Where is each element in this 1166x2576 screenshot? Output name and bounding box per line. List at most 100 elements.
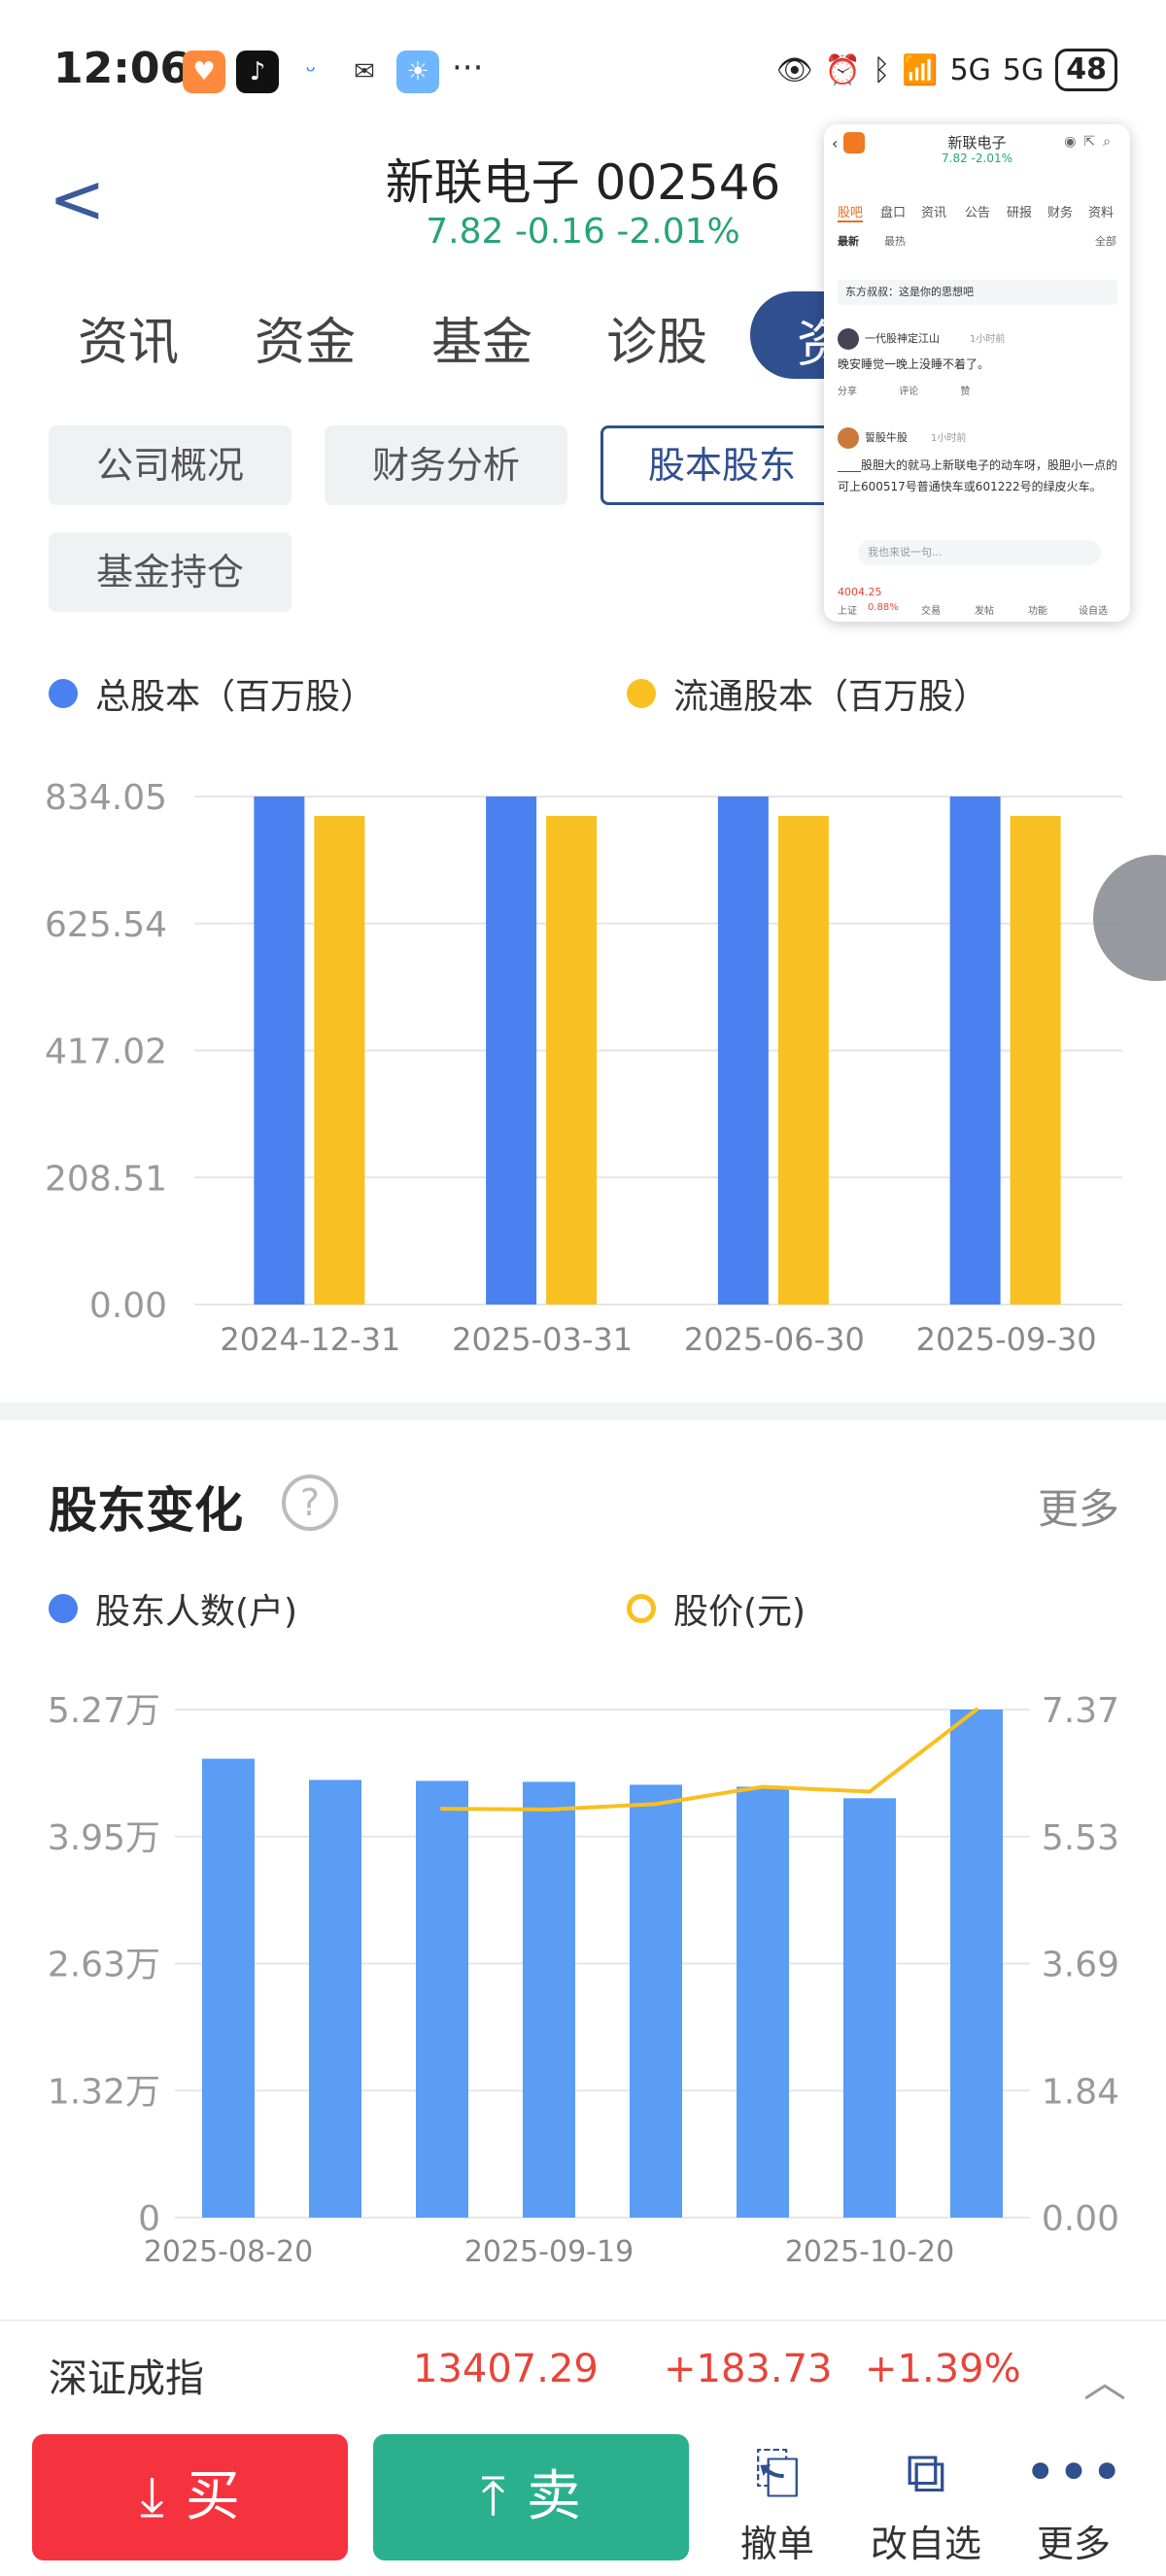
bar-float-shares <box>314 816 365 1305</box>
more-link[interactable]: 更多 <box>1037 1485 1119 1533</box>
left-tick-label: 0 <box>138 2199 160 2239</box>
pip-avatar <box>838 427 859 449</box>
pip-bottom-item[interactable]: 交易 <box>921 606 941 617</box>
bar-shareholders <box>843 1798 896 2218</box>
left-tick-label: 3.95万 <box>48 1818 160 1858</box>
pip-comment-input[interactable]: 我也来说一句... <box>858 540 1101 565</box>
app-notification-icon: ♥ <box>183 51 225 93</box>
x-tick-label: 2025-10-20 <box>785 2235 954 2269</box>
signal-5g-icon: 5G <box>949 52 991 87</box>
floating-app-window[interactable]: ‹ 新联电子 7.82 -2.01% ◉⇱⌕ 股吧 盘口 资讯 公告 研报 财务… <box>824 124 1130 622</box>
legend-label: 股价(元) <box>673 1592 806 1632</box>
price-point <box>654 1802 658 1807</box>
subtab-shares[interactable]: 股本股东 <box>600 425 843 505</box>
bluetooth-icon: ᛒ <box>873 52 891 87</box>
pip-tab[interactable]: 公告 <box>965 206 991 220</box>
pip-post-time: 1小时前 <box>970 334 1006 345</box>
cancel-order-button[interactable]: ⎗ 撤单 <box>714 2438 840 2567</box>
cancel-order-icon: ⎗ <box>754 2439 801 2505</box>
buy-label: 买 <box>185 2465 240 2528</box>
sell-label: 卖 <box>526 2465 581 2528</box>
pip-bottom-item[interactable]: 功能 <box>1028 606 1047 617</box>
pip-price: 7.82 -2.01% <box>942 152 1012 165</box>
pip-header-icons: ◉⇱⌕ <box>1064 134 1118 150</box>
wechat-icon: ✉ <box>343 51 386 93</box>
pip-like[interactable]: 赞 <box>960 387 971 397</box>
index-name: 深证成指 <box>49 2356 204 2401</box>
pip-post-actions[interactable]: 分享 评论 赞 <box>838 383 970 397</box>
pip-post-text: ____股胆大的就马上新联电子的动车呀，股胆小一点的可上600517号普通快车或… <box>838 458 1118 493</box>
y-tick-label: 834.05 <box>45 778 167 818</box>
bar-shareholders <box>202 1758 255 2218</box>
chevron-up-icon[interactable]: ︿ <box>1083 2357 1126 2407</box>
tab-funds[interactable]: 资金 <box>255 314 357 372</box>
price-point <box>761 1784 765 1789</box>
subtab-finance[interactable]: 财务分析 <box>325 425 567 505</box>
pip-share[interactable]: 分享 <box>838 387 857 397</box>
x-tick-label: 2025-08-20 <box>144 2235 313 2269</box>
legend-total-shares: 总股本（百万股） <box>49 668 375 719</box>
x-tick-label: 2025-03-31 <box>452 1321 633 1358</box>
pip-post-time: 1小时前 <box>931 433 967 444</box>
pip-bottom-item[interactable]: 发帖 <box>975 606 994 617</box>
tab-diagnosis[interactable]: 诊股 <box>606 314 708 372</box>
pip-tab-active[interactable]: 股吧 <box>838 202 864 222</box>
left-tick-label: 1.32万 <box>48 2072 160 2112</box>
pip-tab[interactable]: 盘口 <box>880 206 907 220</box>
price-line: 7.82 -0.16 -2.01% <box>426 212 740 252</box>
right-tick-label: 3.69 <box>1042 1946 1119 1985</box>
pip-back-icon[interactable]: ‹ <box>832 134 839 153</box>
more-button[interactable]: ••• 更多 <box>1011 2438 1137 2567</box>
pip-tab[interactable]: 财务 <box>1047 206 1074 220</box>
right-tick-label: 1.84 <box>1042 2072 1119 2112</box>
subtab-company[interactable]: 公司概况 <box>49 425 292 505</box>
bar-total-shares <box>254 797 305 1305</box>
sell-button[interactable]: ⤒ 卖 <box>373 2434 689 2560</box>
alarm-icon: ⏰ <box>824 52 862 87</box>
x-tick-label: 2025-09-30 <box>916 1321 1097 1358</box>
legend-label: 流通股本（百万股） <box>673 677 989 717</box>
tab-fund[interactable]: 基金 <box>431 314 533 372</box>
buy-button[interactable]: ⤓ 买 <box>32 2434 348 2560</box>
pip-notice: 东方叔叔：这是你的思想吧 <box>838 280 1117 305</box>
index-ticker-bar[interactable]: 深证成指 13407.29 +183.73 +1.39% ︿ <box>0 2320 1166 2417</box>
right-tick-label: 7.37 <box>1042 1691 1119 1731</box>
price-point <box>868 1789 872 1794</box>
pip-filter[interactable]: 全部 <box>1095 235 1116 248</box>
edit-watchlist-icon: ⧉ <box>906 2439 946 2505</box>
edit-watchlist-button[interactable]: ⧉ 改自选 <box>863 2438 989 2567</box>
y-tick-label: 625.54 <box>45 905 167 945</box>
price-point <box>440 1807 444 1812</box>
pip-tab[interactable]: 研报 <box>1007 206 1033 220</box>
tiktok-icon: ♪ <box>236 51 279 93</box>
status-time: 12:06 <box>53 44 190 93</box>
bar-float-shares <box>546 816 598 1305</box>
pip-tab[interactable]: 资讯 <box>921 206 947 220</box>
more-label: 更多 <box>1036 2523 1111 2565</box>
subtab-fund-holdings[interactable]: 基金持仓 <box>49 532 292 612</box>
status-right: 👁 ⏰ ᛒ 📶 5G 5G 48 <box>776 49 1117 91</box>
section-divider <box>0 1403 1166 1420</box>
pip-filter[interactable]: 最新 <box>838 235 859 248</box>
pip-avatar <box>838 328 859 350</box>
bar-float-shares <box>1010 816 1061 1305</box>
more-dots-icon: ••• <box>1023 2439 1124 2505</box>
sell-arrow-icon: ⤒ <box>481 2465 505 2528</box>
share-capital-chart: 834.05 625.54 417.02 208.51 0.00 2024-12-31 20… <box>45 778 1122 1358</box>
pip-post-user: 誓股牛股 <box>865 431 908 444</box>
legend-label: 股东人数(户) <box>95 1592 298 1632</box>
price-point <box>547 1807 551 1812</box>
pip-tab[interactable]: 资料 <box>1088 206 1115 220</box>
x-tick-label: 2025-09-19 <box>464 2235 634 2269</box>
left-tick-label: 5.27万 <box>48 1691 160 1731</box>
chat-bubble-icon: ᵕ <box>290 51 332 93</box>
pip-filter[interactable]: 最热 <box>884 235 906 248</box>
right-tick-label: 0.00 <box>1042 2199 1119 2239</box>
back-button[interactable]: < <box>49 159 106 239</box>
pip-comment[interactable]: 评论 <box>899 387 919 397</box>
tab-news[interactable]: 资讯 <box>78 314 180 372</box>
more-notifications-icon: ··· <box>452 49 484 87</box>
pip-bottom-item[interactable]: 设自选 <box>1079 606 1108 617</box>
help-icon[interactable]: ? <box>282 1474 338 1531</box>
bar-shareholders <box>630 1784 682 2218</box>
